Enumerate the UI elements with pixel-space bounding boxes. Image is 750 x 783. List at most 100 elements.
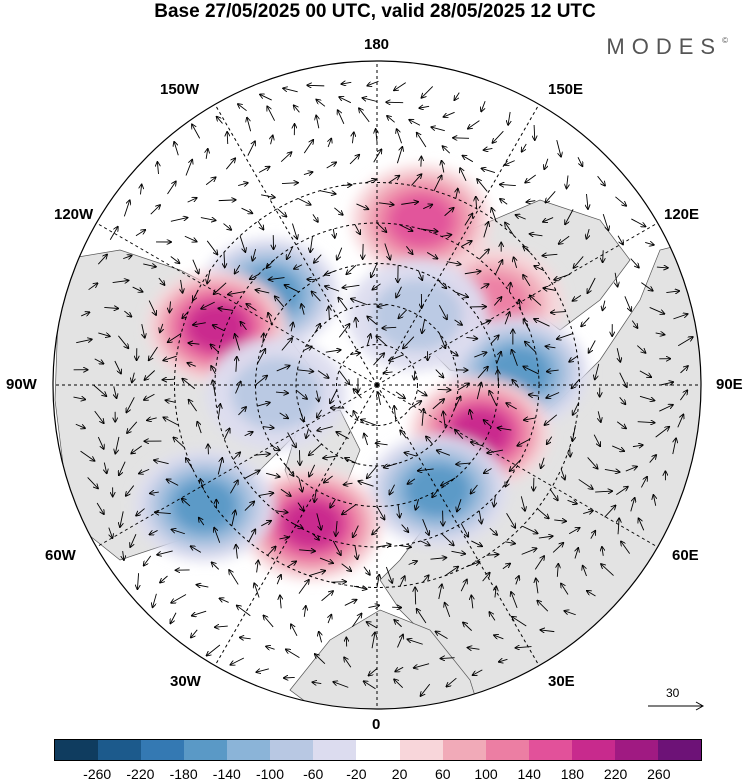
wind-vector-237 <box>303 140 313 154</box>
wind-vector-207 <box>471 595 472 609</box>
wind-vector-18 <box>673 314 687 320</box>
wind-vector-161 <box>545 190 556 202</box>
colorbar-swatch-9 <box>442 740 486 760</box>
wind-vector-436 <box>494 495 496 507</box>
wind-vector-180 <box>143 264 156 267</box>
wind-vector-325 <box>399 576 405 587</box>
lon-label-150w: 150W <box>160 81 200 98</box>
meridian-240 <box>96 222 378 386</box>
wind-vector-166 <box>431 127 445 132</box>
wind-vector-435 <box>479 510 481 524</box>
wind-vector-265 <box>415 587 416 605</box>
wind-vector-643 <box>373 353 384 366</box>
wind-vector-157 <box>615 272 617 287</box>
wind-vector-583 <box>367 465 378 478</box>
wind-vector-234 <box>376 129 377 143</box>
wind-vector-546 <box>262 427 274 428</box>
wind-vector-62 <box>207 644 221 656</box>
wind-vector-136 <box>315 654 326 664</box>
wind-vector-474 <box>332 540 341 555</box>
wind-vector-433 <box>441 533 454 546</box>
wind-vector-113 <box>167 182 175 195</box>
wind-vector-444 <box>524 319 531 331</box>
wind-vector-89 <box>655 333 665 335</box>
wind-vector-475 <box>355 545 357 559</box>
wind-vector-505 <box>236 357 237 372</box>
wind-vector-559 <box>476 383 481 400</box>
wind-vector-482 <box>487 450 504 453</box>
colorbar-tick-label: 100 <box>474 766 498 782</box>
wind-vector-85 <box>655 427 670 438</box>
wind-vector-377 <box>331 582 346 583</box>
wind-vector-292 <box>396 147 402 164</box>
wind-vector-402 <box>401 202 418 205</box>
wind-vector-229 <box>482 168 496 173</box>
wind-vector-394 <box>530 295 542 306</box>
wind-vector-168 <box>387 116 395 123</box>
wind-vector-361 <box>193 290 199 300</box>
wind-vector-414 <box>188 343 200 344</box>
wind-vector-2 <box>473 669 483 675</box>
wind-vector-247 <box>142 323 145 338</box>
wind-vector-152 <box>639 395 654 400</box>
wind-vector-58 <box>137 573 138 589</box>
wind-vector-532 <box>437 279 446 288</box>
wind-vector-148 <box>616 487 628 496</box>
wind-vector-506 <box>235 382 241 394</box>
wind-vector-369 <box>186 458 194 470</box>
wind-vector-322 <box>368 605 379 607</box>
wind-vector-302 <box>192 259 199 274</box>
wind-vector-552 <box>342 504 357 515</box>
wind-vector-29 <box>481 100 486 111</box>
wind-vector-627 <box>361 420 378 426</box>
wind-vector-511 <box>280 488 291 496</box>
colorbar-swatch-4 <box>227 740 271 760</box>
wind-vector-211 <box>552 543 563 553</box>
wind-vector-127 <box>130 534 137 547</box>
wind-vector-81 <box>618 518 619 535</box>
wind-vector-235 <box>352 132 353 144</box>
wind-vector-77 <box>537 601 549 612</box>
wind-vector-334 <box>560 468 565 479</box>
wind-vector-93 <box>617 235 623 245</box>
wind-vector-420 <box>217 458 222 475</box>
wind-vector-227 <box>526 201 536 202</box>
wind-vector-454 <box>354 224 360 235</box>
lon-label-30e: 30E <box>548 673 575 690</box>
reference-vector: 30 <box>646 686 706 712</box>
wind-vector-313 <box>182 499 191 507</box>
wind-vector-389 <box>544 414 558 425</box>
wind-vector-457 <box>287 246 294 260</box>
wind-vector-112 <box>185 160 192 176</box>
wind-vector-440 <box>524 418 536 420</box>
wind-vector-366 <box>165 400 176 402</box>
wind-vector-73 <box>441 658 455 659</box>
wind-vector-143 <box>536 578 538 594</box>
wind-vector-495 <box>384 243 390 259</box>
wind-vector-570 <box>312 292 321 302</box>
wind-vector-44 <box>123 200 129 217</box>
wind-vector-615 <box>403 336 415 349</box>
wind-vector-105 <box>339 97 352 104</box>
wind-vector-131 <box>192 610 207 615</box>
wind-vector-563 <box>454 319 462 325</box>
wind-vector-178 <box>170 218 188 222</box>
wind-vector-162 <box>525 174 536 183</box>
wind-vector-68 <box>364 681 376 690</box>
wind-vector-66 <box>312 682 322 683</box>
wind-vector-222 <box>602 300 604 311</box>
wind-vector-477 <box>422 519 429 535</box>
wind-vector-556 <box>437 450 450 456</box>
wind-vector-318 <box>277 575 281 585</box>
wind-vector-52 <box>75 423 85 428</box>
wind-vector-236 <box>328 139 331 148</box>
wind-vector-589 <box>457 383 469 391</box>
wind-vector-423 <box>261 521 271 527</box>
colorbar-ticks: -260 -220 -180 -140 -100 -60 -20 20 60 100 140 180 2… <box>0 766 750 783</box>
wind-vector-382 <box>471 540 482 546</box>
wind-vector-573 <box>281 338 292 351</box>
wind-vector-90 <box>649 307 665 313</box>
lon-label-120e: 120E <box>664 206 700 223</box>
wind-vector-442 <box>523 366 539 375</box>
wind-vector-42 <box>157 162 158 175</box>
